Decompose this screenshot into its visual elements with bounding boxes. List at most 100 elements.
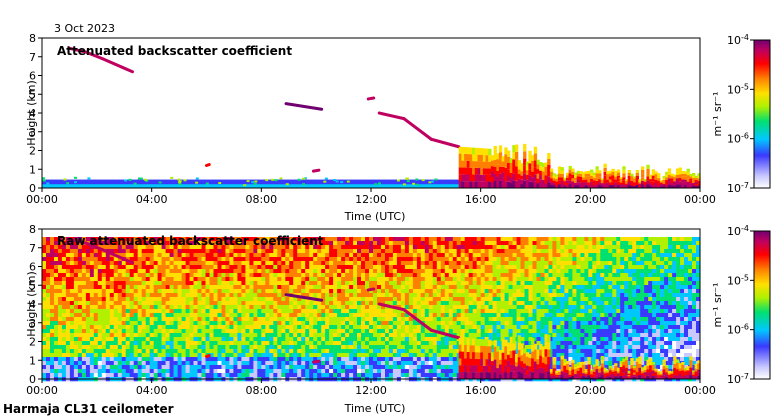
noise-cell (161, 269, 166, 274)
noise-cell (249, 349, 254, 354)
noise-cell (321, 337, 326, 342)
cloud-column (552, 173, 556, 176)
noise-cell (373, 325, 378, 330)
noise-cell (392, 345, 398, 350)
noise-cell (77, 249, 83, 254)
noise-cell (129, 369, 134, 374)
cloud-column (619, 186, 623, 188)
noise-cell (388, 373, 394, 378)
noise-cell (484, 301, 489, 306)
noise-cell (69, 285, 75, 290)
noise-cell (101, 265, 107, 270)
noise-cell (365, 253, 370, 258)
noise-cell (404, 245, 410, 250)
noise-cell (468, 309, 473, 314)
aerosol-speck (137, 177, 141, 180)
noise-cell (337, 277, 342, 282)
cloud-column (557, 166, 562, 170)
noise-cell (221, 337, 226, 342)
noise-cell (249, 301, 254, 306)
noise-cell (273, 329, 278, 334)
noise-cell (269, 301, 274, 306)
noise-cell (321, 237, 326, 242)
cloud-column (501, 172, 505, 178)
noise-cell (181, 345, 186, 350)
noise-cell (392, 369, 398, 374)
noise-cell (141, 273, 146, 278)
cloud-column (557, 173, 562, 178)
noise-cell (396, 301, 402, 306)
noise-cell (488, 277, 493, 282)
noise-cell (125, 365, 130, 370)
cloud-column (683, 179, 688, 183)
noise-cell (81, 345, 87, 350)
noise-cell (229, 273, 234, 278)
noise-cell (137, 261, 142, 266)
noise-cell (365, 261, 370, 266)
noise-cell (133, 273, 138, 278)
cloud-column (533, 146, 538, 154)
noise-cell (301, 289, 306, 294)
noise-cell (129, 309, 134, 314)
panel-attenuated-frame (41, 37, 701, 189)
noise-cell (113, 333, 119, 338)
noise-cell (213, 277, 218, 282)
noise-cell (73, 309, 79, 314)
noise-cell (329, 329, 334, 334)
noise-cell (329, 273, 334, 278)
noise-cell (189, 361, 194, 366)
noise-cell (285, 341, 290, 346)
noise-cell (157, 337, 162, 342)
noise-cell (373, 337, 378, 342)
noise-cell (225, 345, 230, 350)
noise-cell (392, 245, 398, 250)
noise-cell (253, 329, 258, 334)
cloud-column (694, 175, 698, 178)
noise-cell (345, 285, 350, 290)
noise-cell (285, 265, 290, 270)
noise-cell (50, 317, 55, 322)
noise-cell (385, 269, 390, 274)
noise-cell (141, 317, 146, 322)
cloud-column (627, 176, 631, 179)
cloud-column (488, 155, 492, 162)
noise-cell (173, 341, 178, 346)
noise-cell (42, 289, 47, 294)
noise-cell (117, 257, 123, 262)
noise-cell (400, 297, 406, 302)
noise-cell (420, 301, 426, 306)
cloud-column (675, 178, 680, 182)
noise-cell (105, 305, 111, 310)
noise-cell (137, 365, 142, 370)
noise-cell (101, 301, 107, 306)
noise-cell (349, 297, 354, 302)
noise-cell (452, 297, 458, 302)
noise-cell (54, 289, 59, 294)
noise-cell (153, 373, 158, 378)
noise-cell (61, 353, 67, 358)
noise-cell (109, 277, 115, 282)
noise-cell (129, 253, 134, 258)
noise-cell (249, 365, 254, 370)
noise-cell (237, 337, 242, 342)
noise-cell (157, 321, 162, 326)
noise-cell (89, 309, 95, 314)
cloud-column (611, 184, 615, 188)
noise-cell (54, 273, 59, 278)
noise-cell (233, 265, 238, 270)
noise-cell (400, 265, 406, 270)
noise-cell (237, 373, 242, 378)
noise-cell (181, 269, 186, 274)
noise-cell (241, 277, 246, 282)
noise-cell (392, 361, 398, 366)
noise-cell (341, 237, 346, 242)
noise-cell (508, 269, 513, 274)
noise-cell (109, 249, 115, 254)
cloud-column (523, 180, 527, 188)
noise-cell (181, 285, 186, 290)
noise-cell (289, 253, 294, 258)
aerosol-speck (406, 180, 410, 183)
noise-cell (237, 297, 242, 302)
noise-cell (197, 273, 202, 278)
noise-cell (516, 297, 521, 302)
